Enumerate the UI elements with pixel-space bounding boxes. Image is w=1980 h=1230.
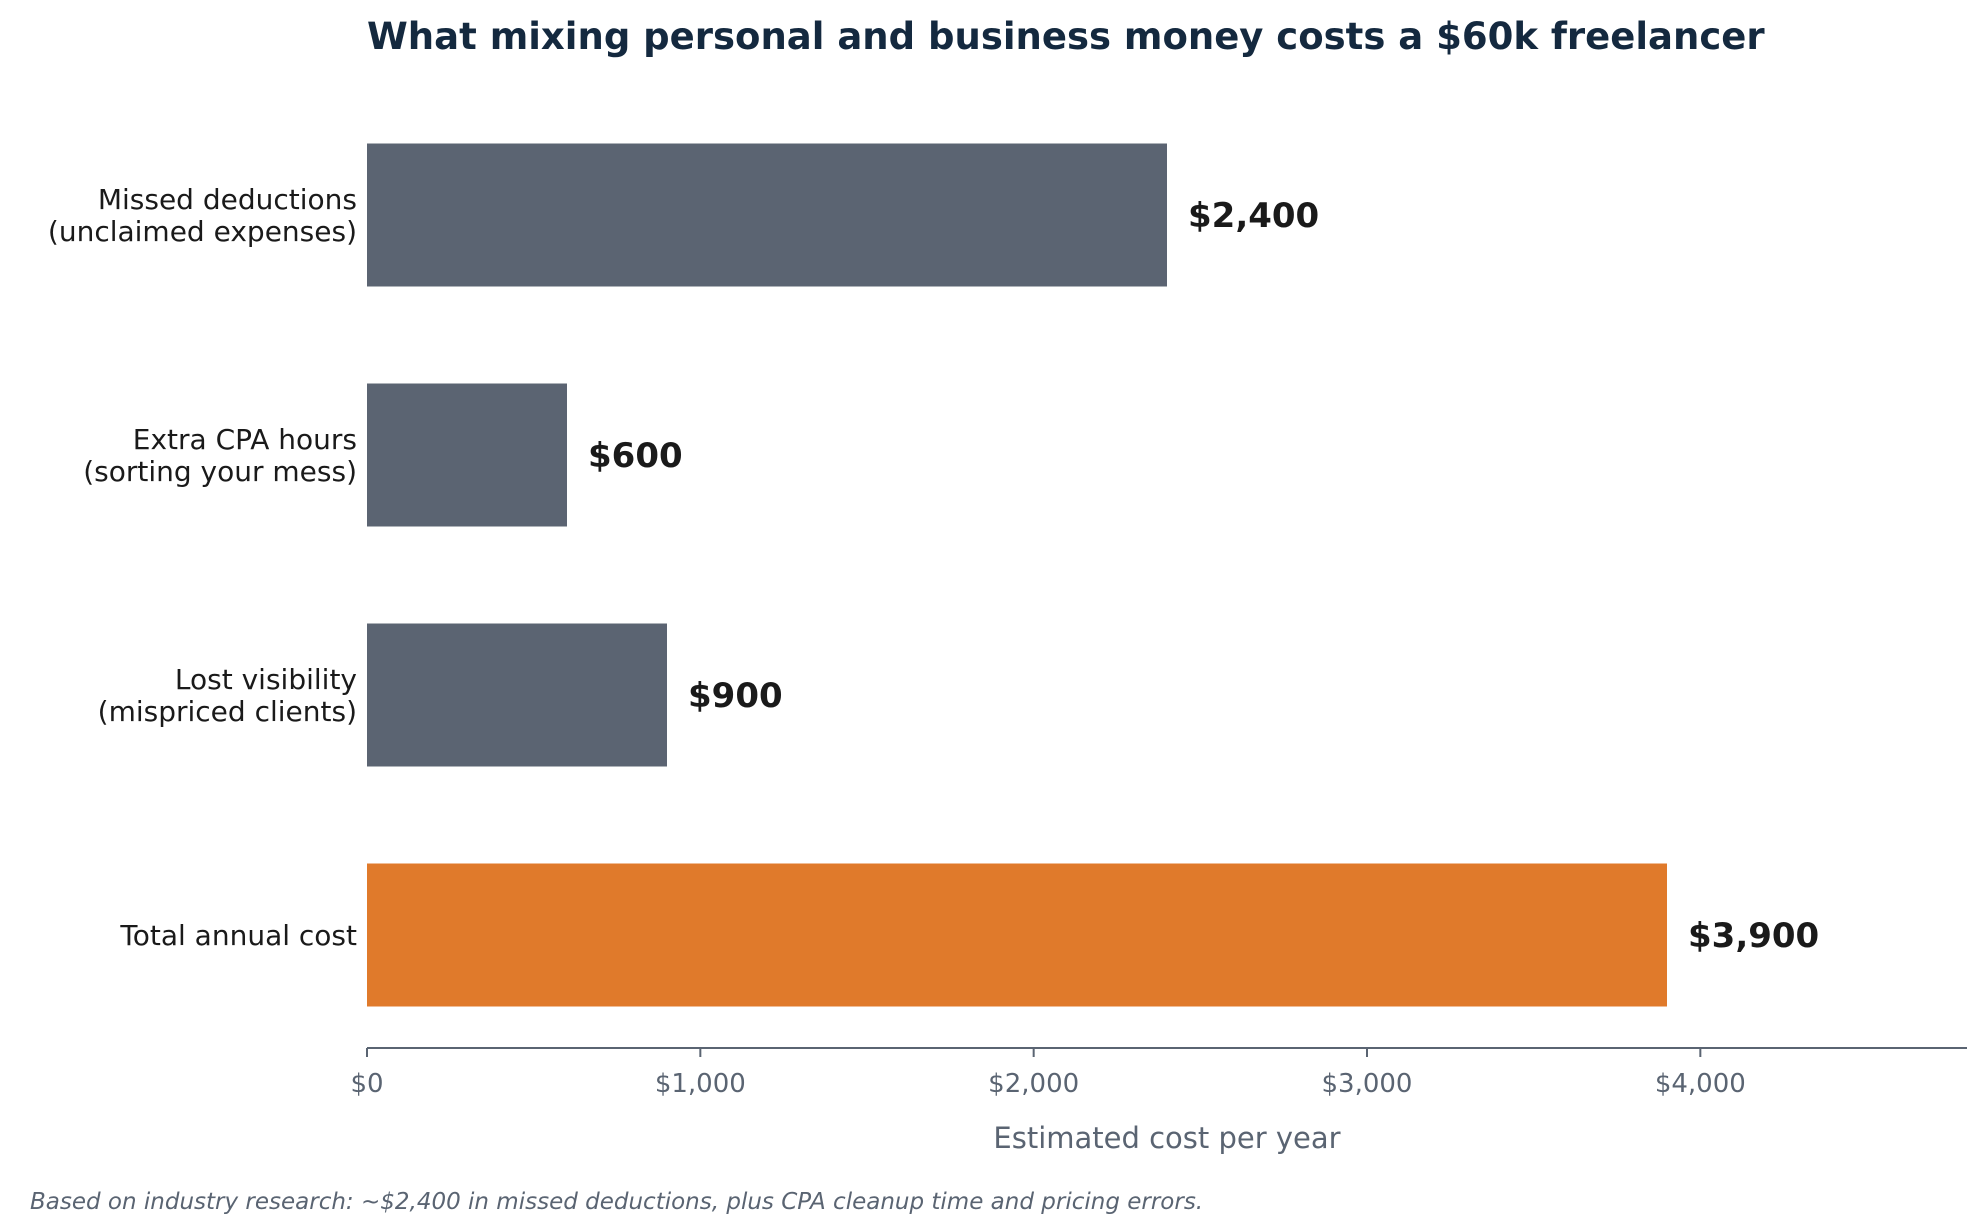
value-label-0: $2,400 (1188, 196, 1319, 236)
chart-title: What mixing personal and business money … (367, 15, 1765, 58)
value-label-1: $600 (588, 436, 683, 476)
bar-2 (367, 623, 667, 767)
bar-0 (367, 143, 1167, 287)
category-label-line: Lost visibility (175, 663, 357, 696)
category-label-1: Extra CPA hours (sorting your mess) (83, 423, 357, 488)
bar-3 (367, 863, 1667, 1007)
bars-layer: $2,400 Missed deductions (unclaimed expens… (48, 143, 1819, 1007)
footnote: Based on industry research: ~$2,400 in m… (30, 1189, 1203, 1215)
category-label-line: (mispriced clients) (98, 695, 357, 728)
value-label-2: $900 (688, 676, 783, 716)
category-label-line: (unclaimed expenses) (48, 215, 357, 248)
category-label-2: Lost visibility (mispriced clients) (98, 663, 357, 728)
x-tick-label: $0 (350, 1069, 383, 1099)
category-label-3: Total annual cost (119, 919, 357, 952)
x-tick-label: $3,000 (1322, 1069, 1413, 1099)
x-axis: $0 $1,000 $2,000 $3,000 $4,000 (350, 1047, 1967, 1099)
category-label-line: Extra CPA hours (133, 423, 357, 456)
category-label-line: Total annual cost (119, 919, 357, 952)
category-label-line: Missed deductions (98, 183, 357, 216)
x-tick-label: $4,000 (1655, 1069, 1746, 1099)
category-label-line: (sorting your mess) (83, 455, 357, 488)
bar-1 (367, 383, 567, 527)
category-label-0: Missed deductions (unclaimed expenses) (48, 183, 357, 248)
value-label-3: $3,900 (1688, 916, 1819, 956)
x-axis-title: Estimated cost per year (993, 1121, 1340, 1155)
x-tick-label: $1,000 (655, 1069, 746, 1099)
x-tick-label: $2,000 (988, 1069, 1079, 1099)
